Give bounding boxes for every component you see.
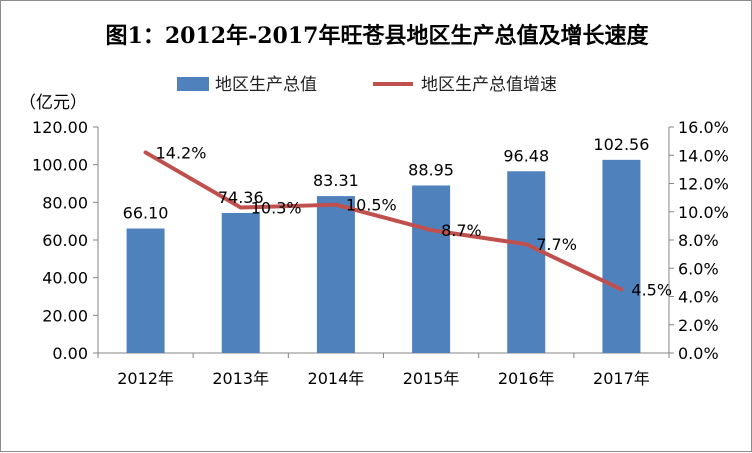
bar-value-label: 66.10 xyxy=(123,204,169,223)
growth-value-label: 10.5% xyxy=(346,196,397,215)
y-right-tick-label: 12.0% xyxy=(678,175,729,194)
legend-line-label: 地区生产总值增速 xyxy=(421,75,557,95)
y-left-tick-label: 120.00 xyxy=(32,118,88,137)
y-right-tick-label: 6.0% xyxy=(678,259,719,278)
y-right-tick-label: 0.0% xyxy=(678,344,719,363)
legend-bar-label: 地区生产总值 xyxy=(215,75,317,95)
y-left-tick-label: 0.00 xyxy=(52,344,88,363)
x-tick-label: 2016年 xyxy=(498,369,555,388)
bar-value-label: 88.95 xyxy=(408,160,454,179)
growth-value-label: 8.7% xyxy=(441,221,482,240)
legend: 地区生产总值 地区生产总值增速 xyxy=(177,75,557,95)
bar xyxy=(412,185,451,353)
y-left-tick-label: 40.00 xyxy=(42,269,88,288)
x-tick-label: 2017年 xyxy=(593,369,650,388)
growth-value-label: 4.5% xyxy=(631,280,672,299)
y-left-tick-label: 20.00 xyxy=(42,306,88,325)
chart-title: 图1：2012年-2017年旺苍县地区生产总值及增长速度 xyxy=(106,23,650,49)
y-right-tick-label: 10.0% xyxy=(678,203,729,222)
bar-value-label: 102.56 xyxy=(593,135,649,154)
y-right-tick-label: 2.0% xyxy=(678,316,719,335)
x-tick-label: 2014年 xyxy=(308,369,365,388)
growth-polyline xyxy=(143,150,624,292)
y-right-tick-label: 16.0% xyxy=(678,118,729,137)
bar xyxy=(602,159,641,353)
growth-value-label: 7.7% xyxy=(536,235,577,254)
data-labels: 66.10 74.36 83.31 88.95 96.48 102.56 14.2% 10.3… xyxy=(123,135,672,300)
bars xyxy=(126,159,641,353)
bar-value-label: 83.31 xyxy=(313,171,359,190)
y-left-unit: （亿元） xyxy=(19,93,87,113)
bar xyxy=(507,171,546,353)
x-tick-label: 2015年 xyxy=(403,369,460,388)
bar-value-label: 96.48 xyxy=(503,146,549,165)
growth-value-label: 14.2% xyxy=(156,143,207,162)
axes: 0.00 20.00 40.00 60.00 80.00 100.00 120.00 0.0%… xyxy=(32,118,729,388)
growth-value-label: 10.3% xyxy=(251,199,302,218)
growth-line xyxy=(143,150,624,292)
bar xyxy=(221,212,260,353)
y-left-tick-label: 60.00 xyxy=(42,231,88,250)
y-right-tick-label: 8.0% xyxy=(678,231,719,250)
x-tick-label: 2012年 xyxy=(117,369,174,388)
y-left-tick-label: 80.00 xyxy=(42,193,88,212)
legend-bar-swatch xyxy=(177,77,209,91)
bar xyxy=(316,196,355,353)
bar xyxy=(126,228,165,353)
x-tick-label: 2013年 xyxy=(212,369,269,388)
y-right-tick-label: 14.0% xyxy=(678,146,729,165)
y-left-tick-label: 100.00 xyxy=(32,156,88,175)
bar-value-label: 74.36 xyxy=(218,188,264,207)
y-right-tick-label: 4.0% xyxy=(678,288,719,307)
